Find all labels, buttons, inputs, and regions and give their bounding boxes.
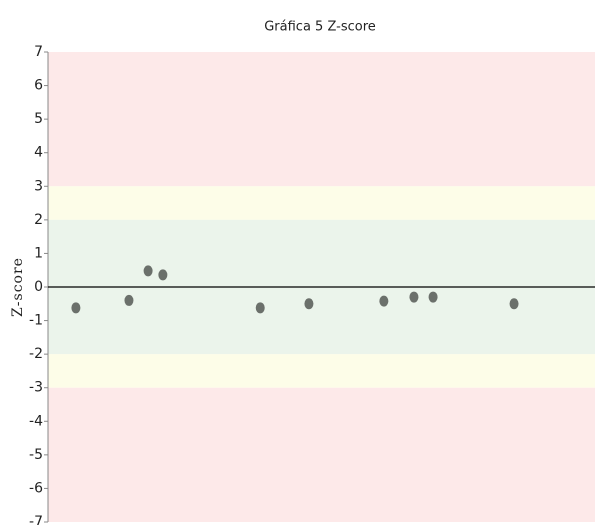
y-tick-label: 0 [34, 279, 43, 295]
band [48, 387, 595, 522]
y-tick-label: 6 [34, 78, 43, 94]
y-tick-label: -6 [29, 480, 43, 496]
point [304, 298, 314, 310]
y-tick-label: 5 [34, 111, 43, 127]
chart-title: Gráfica 5 Z-score [264, 20, 376, 35]
point [428, 291, 438, 303]
y-axis-label: Z-score [10, 257, 26, 317]
band [48, 186, 595, 220]
point [71, 302, 81, 314]
point [143, 265, 153, 277]
y-tick-label: 4 [34, 145, 43, 161]
point [124, 294, 134, 306]
y-tick-label: -4 [29, 413, 43, 429]
y-tick-label: -7 [29, 514, 43, 525]
point [255, 302, 265, 314]
y-tick-label: -2 [29, 346, 43, 362]
y-tick-label: -1 [29, 313, 43, 329]
y-tick-label: -5 [29, 447, 43, 463]
band [48, 354, 595, 388]
point [379, 295, 389, 307]
y-tick-label: 3 [34, 178, 43, 194]
point [158, 269, 168, 281]
point [509, 298, 519, 310]
y-tick-label: -3 [29, 380, 43, 396]
y-tick-label: 7 [34, 44, 43, 60]
y-tick-label: 2 [34, 212, 43, 228]
y-tick-label: 1 [34, 245, 43, 261]
point [409, 291, 419, 303]
band [48, 52, 595, 187]
